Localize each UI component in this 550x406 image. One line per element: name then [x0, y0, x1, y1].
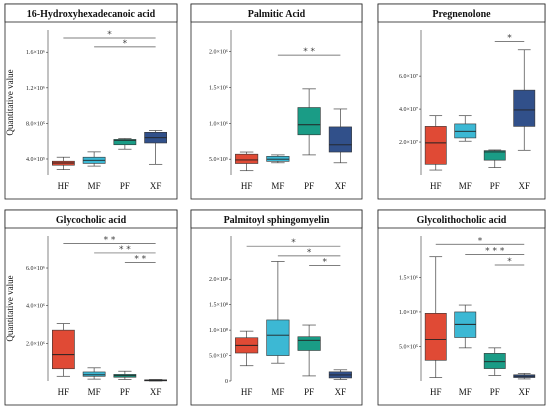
panel-3-xtick-label-pf: PF: [490, 181, 500, 191]
panel-1-ytick-label-3: 1.6×10⁶: [26, 50, 45, 56]
panel-6-box-pf: [483, 353, 506, 369]
panel-3-ytick-label-0: 2.0×10⁷: [399, 140, 418, 146]
panel-2-xtick-label-pf: PF: [304, 181, 314, 191]
panel-5-xtick-label-xf: XF: [335, 387, 347, 397]
panel-4-title: Glycocholic acid: [56, 215, 127, 226]
panel-3-xtick-label-xf: XF: [518, 181, 530, 191]
panel-3-title: Pregnenolone: [432, 9, 491, 20]
panel-2-xtick-label-xf: XF: [335, 181, 347, 191]
panel-6-sig-stars-1: * * *: [485, 247, 505, 257]
panel-3-box-hf: [424, 126, 447, 165]
panel-5-xtick-label-pf: PF: [304, 387, 314, 397]
panel-1-sig-stars-1: *: [123, 39, 128, 49]
panel-6-ytick-label-1: 1.0×10⁶: [399, 310, 418, 316]
panel-1-xtick-label-pf: PF: [120, 181, 130, 191]
panel-2-ytick-label-2: 1.5×10⁶: [209, 85, 228, 91]
panel-2-ytick-label-1: 1.0×10⁶: [209, 121, 228, 127]
panel-6-title-box: [377, 209, 546, 229]
panel-1-ylabel: Quantitative value: [5, 69, 15, 135]
panel-4-ylabel: Quantitative value: [5, 275, 15, 341]
panel-2-ytick-label-0: 5.0×10⁵: [209, 157, 228, 163]
panel-2-xtick-label-mf: MF: [271, 181, 284, 191]
panel-5-box-mf: [266, 319, 290, 356]
panel-6-xtick-label-pf: PF: [490, 387, 500, 397]
panel-4-ytick-label-0: 2.0×10⁶: [26, 341, 45, 347]
panel-4-box-hf: [52, 329, 75, 370]
panel-4-sig-stars-1: * *: [119, 245, 131, 255]
panel-2-xtick-label-hf: HF: [241, 181, 253, 191]
panel-1-sig-stars-0: *: [107, 30, 112, 40]
panel-1-title: 16-Hydroxyhexadecanoic acid: [27, 9, 156, 20]
panel-6-xtick-label-xf: XF: [518, 387, 530, 397]
panel-3-box-pf: [483, 150, 506, 161]
panel-1-ytick-label-0: 4.0×10⁵: [26, 157, 45, 163]
panel-2-title-box: [190, 3, 363, 23]
panel-1-xtick-label-mf: MF: [88, 181, 101, 191]
panel-5-ytick-label-4: 2.0×10⁸: [209, 277, 228, 283]
panel-1-ytick-label-2: 1.2×10⁶: [26, 86, 45, 92]
panel-5-title-box: [190, 209, 363, 229]
panel-6-ytick-label-2: 1.5×10⁶: [399, 275, 418, 281]
panel-5-sig-stars-1: *: [307, 248, 312, 258]
panel-5-box-pf: [297, 336, 321, 351]
panel-4-xtick-label-xf: XF: [150, 387, 162, 397]
panel-1-frame: [4, 3, 178, 200]
panel-1-xtick-label-xf: XF: [150, 181, 162, 191]
panel-1-title-box: [4, 3, 178, 23]
panel-5-xtick-label-hf: HF: [241, 387, 253, 397]
panel-1-xtick-label-hf: HF: [58, 181, 70, 191]
panel-3-sig-stars-0: *: [507, 34, 512, 44]
panel-5-ytick-label-2: 1.0×10⁸: [209, 328, 228, 334]
panel-4-xtick-label-pf: PF: [120, 387, 130, 397]
panel-6-box-hf: [424, 313, 447, 361]
panel-2-box-xf: [328, 126, 352, 153]
panel-2-ytick-label-3: 2.0×10⁶: [209, 50, 228, 56]
panel-3-xtick-label-hf: HF: [430, 181, 442, 191]
panel-2-box-hf: [235, 153, 259, 164]
panel-4-sig-stars-2: * *: [134, 254, 146, 264]
panel-3-ytick-label-1: 4.0×10⁷: [399, 107, 418, 113]
panel-3-ytick-label-2: 6.0×10⁷: [399, 74, 418, 80]
panel-6-xtick-label-mf: MF: [459, 387, 472, 397]
panel-5-xtick-label-mf: MF: [271, 387, 284, 397]
panel-6-ytick-label-0: 5.0×10⁵: [399, 344, 418, 350]
panel-4-ytick-label-2: 6.0×10⁶: [26, 266, 45, 272]
panel-5-ytick-label-3: 1.5×10⁸: [209, 303, 228, 309]
panel-4-ytick-label-1: 4.0×10⁶: [26, 304, 45, 310]
panel-3-xtick-label-mf: MF: [459, 181, 472, 191]
panel-5-title: Palmitoyl sphingomyelin: [224, 215, 330, 226]
panel-4-xtick-label-hf: HF: [58, 387, 70, 397]
panel-2-title: Palmitic Acid: [248, 9, 306, 20]
panel-1-ytick-label-1: 8.0×10⁵: [26, 121, 45, 127]
panel-6-xtick-label-hf: HF: [430, 387, 442, 397]
panel-4-box-mf: [82, 371, 106, 377]
panel-4-xtick-label-mf: MF: [88, 387, 101, 397]
panel-3-title-box: [377, 3, 546, 23]
panel-1-box-pf: [113, 139, 137, 146]
panel-6-title: Glycolithocholic acid: [417, 215, 507, 226]
panel-4-title-box: [4, 209, 178, 229]
panel-2-frame: [190, 3, 363, 200]
panel-5-sig-stars-0: *: [291, 238, 296, 248]
panel-5-ytick-label-1: 5.0×10⁷: [209, 354, 228, 360]
panel-4-sig-stars-0: * *: [104, 236, 116, 246]
panel-5-sig-stars-2: *: [323, 258, 328, 268]
panel-2-sig-stars-0: * *: [303, 47, 315, 57]
panel-5-ytick-label-0: 0: [225, 379, 228, 385]
panel-2-box-pf: [297, 107, 321, 136]
panel-6-sig-stars-2: *: [507, 257, 512, 267]
panel-6-sig-stars-0: *: [478, 236, 483, 246]
panel-3-box-xf: [513, 89, 536, 127]
